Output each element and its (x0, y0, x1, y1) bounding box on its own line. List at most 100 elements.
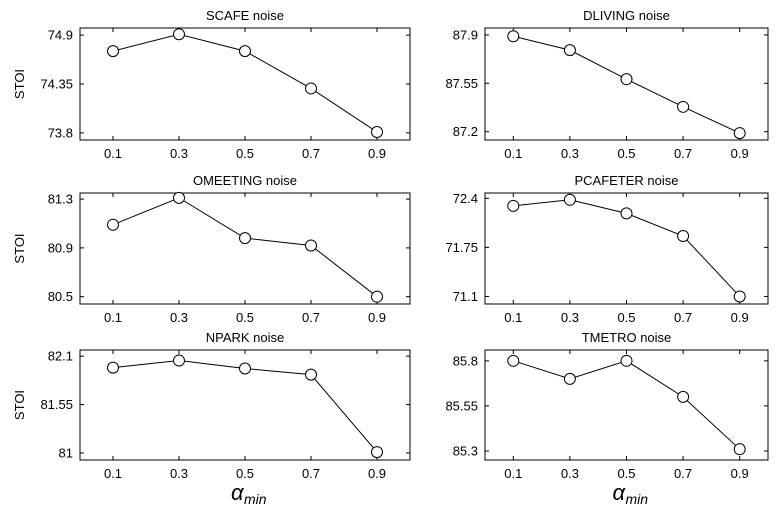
y-tick-label: 74.35 (40, 77, 73, 92)
x-tick-label: 0.3 (561, 466, 579, 481)
data-point (733, 290, 746, 303)
data-point (173, 191, 185, 204)
x-tick-label: 0.9 (368, 310, 386, 325)
y-tick-label: 71.1 (453, 289, 478, 304)
y-tick-label: 81.3 (48, 192, 73, 207)
data-point (107, 45, 119, 58)
subplot-title: SCAFE noise (206, 8, 284, 23)
x-tick-label: 0.5 (236, 466, 254, 481)
y-tick-label: 74.9 (48, 28, 73, 43)
subplot-1: SCAFE noise 0.1 0.3 0.5 0.7 0.9 73.8 74.35 74.9 S… (12, 8, 411, 161)
data-point (563, 44, 576, 57)
data-point (107, 218, 119, 231)
y-tick-label: 85.55 (445, 398, 478, 413)
x-axis-label: α (613, 480, 627, 504)
x-tick-label: 0.1 (104, 310, 122, 325)
data-point (507, 30, 520, 43)
data-point (620, 354, 633, 367)
x-tick-label: 0.3 (170, 310, 188, 325)
data-point (677, 390, 690, 403)
subplot-5: NPARK noise 0.1 0.3 0.5 0.7 0.9 81 81.55 82.1 STO… (12, 330, 411, 507)
subplot-6: TMETRO noise 0.1 0.3 0.5 0.7 0.9 85.3 85.55 85.8… (445, 330, 769, 507)
x-tick-label: 0.9 (368, 146, 386, 161)
x-tick-label: 0.9 (731, 146, 749, 161)
plot-frame (79, 27, 411, 141)
x-tick-label: 0.9 (368, 466, 386, 481)
subplot-title: TMETRO noise (582, 330, 672, 345)
x-axis-label-subscript: min (626, 491, 649, 504)
data-point (507, 354, 520, 367)
data-point (173, 354, 185, 367)
y-tick-label: 81 (59, 445, 73, 460)
subplot-3: OMEETING noise 0.1 0.3 0.5 0.7 0.9 80.5 80.9 81.… (12, 173, 411, 325)
x-tick-label: 0.3 (170, 466, 188, 481)
x-tick-label: 0.1 (504, 466, 522, 481)
data-point (371, 290, 383, 303)
x-tick-label: 0.3 (561, 146, 579, 161)
y-tick-label: 82.1 (48, 349, 73, 364)
y-tick-label: 81.55 (40, 397, 73, 412)
data-point (733, 443, 746, 456)
subplot-4: PCAFETER noise 0.1 0.3 0.5 0.7 0.9 71.1 71.75 72… (445, 173, 769, 325)
data-point (239, 232, 251, 245)
y-tick-label: 87.55 (445, 76, 478, 91)
data-point (563, 372, 576, 385)
y-axis-label: STOI (12, 69, 27, 99)
x-tick-label: 0.5 (617, 146, 635, 161)
subplot-title: OMEETING noise (193, 173, 297, 188)
data-point (733, 127, 746, 140)
data-point (239, 45, 251, 58)
data-point (371, 126, 383, 138)
data-point (507, 199, 520, 212)
y-tick-label: 87.9 (453, 27, 478, 42)
subplot-title: PCAFETER noise (574, 173, 678, 188)
x-axis-label: α (231, 480, 245, 504)
x-tick-label: 0.5 (236, 146, 254, 161)
x-tick-label: 0.7 (302, 466, 320, 481)
data-point (305, 239, 317, 252)
x-tick-label: 0.7 (674, 466, 692, 481)
subplot-title: NPARK noise (206, 330, 285, 345)
x-tick-label: 0.5 (617, 310, 635, 325)
y-tick-label: 72.4 (453, 191, 478, 206)
x-tick-label: 0.7 (302, 146, 320, 161)
x-tick-label: 0.3 (561, 310, 579, 325)
y-tick-label: 73.8 (48, 125, 73, 140)
y-tick-label: 85.8 (453, 353, 478, 368)
subplot-2: DLIVING noise 0.1 0.3 0.5 0.7 0.9 87.2 87.55 87.… (445, 8, 769, 161)
data-point (305, 368, 317, 381)
x-tick-label: 0.1 (504, 310, 522, 325)
x-tick-label: 0.7 (674, 146, 692, 161)
plot-frame (79, 192, 411, 305)
y-tick-label: 71.75 (445, 240, 478, 255)
data-point (677, 100, 690, 113)
x-tick-label: 0.1 (504, 146, 522, 161)
data-point (371, 446, 383, 459)
y-tick-label: 80.9 (48, 240, 73, 255)
y-tick-label: 85.3 (453, 443, 478, 458)
y-axis-label: STOI (12, 390, 27, 420)
x-tick-label: 0.3 (170, 146, 188, 161)
data-point (305, 82, 317, 95)
x-tick-label: 0.5 (236, 310, 254, 325)
data-point (239, 362, 251, 375)
y-tick-label: 87.2 (453, 124, 478, 139)
subplot-title: DLIVING noise (583, 8, 670, 23)
x-tick-label: 0.1 (104, 466, 122, 481)
y-axis-label: STOI (12, 233, 27, 263)
x-tick-label: 0.7 (674, 310, 692, 325)
x-tick-label: 0.7 (302, 310, 320, 325)
y-tick-label: 80.5 (48, 289, 73, 304)
data-point (677, 230, 690, 243)
x-tick-label: 0.5 (617, 466, 635, 481)
data-point (107, 361, 119, 374)
x-axis-label-subscript: min (244, 491, 267, 504)
data-point (620, 207, 633, 220)
x-tick-label: 0.9 (731, 310, 749, 325)
x-tick-label: 0.1 (104, 146, 122, 161)
data-point (173, 28, 185, 41)
x-tick-label: 0.9 (731, 466, 749, 481)
data-point (563, 193, 576, 206)
